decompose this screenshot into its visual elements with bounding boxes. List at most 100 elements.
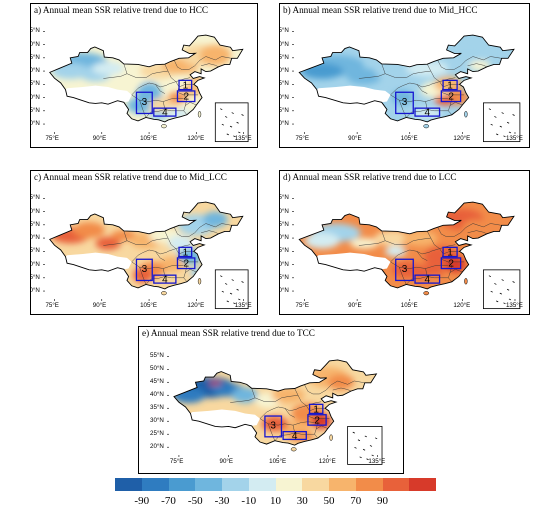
south-china-sea-inset	[214, 269, 249, 310]
lon-tick-label: 105°E	[140, 135, 157, 142]
region-box-3	[135, 258, 153, 282]
colorbar-label: -50	[187, 495, 203, 507]
lat-tick-label: 45°N	[280, 53, 289, 61]
lat-tick-label: 25°N	[150, 430, 164, 438]
lon-tick-label: 120°E	[187, 135, 205, 142]
lon-tick-label: 75°E	[45, 302, 59, 309]
lat-tick-label: 40°N	[150, 391, 164, 399]
region-label-3: 3	[142, 264, 148, 275]
map-b: 12 3 4	[292, 31, 521, 143]
panel-title-a: a) Annual mean SSR relative trend due to…	[34, 5, 209, 15]
lat-tick-label: 30°N	[280, 260, 289, 268]
lat-tick-label: 45°N	[31, 53, 40, 61]
colorbar-cell	[141, 478, 169, 491]
no-data-region	[190, 409, 260, 428]
lat-tick-label: 50°N	[31, 207, 40, 215]
lat-tick-label: 35°N	[150, 404, 164, 412]
region-label-2: 2	[314, 415, 320, 426]
lon-tick-label: 75°E	[295, 135, 309, 142]
lat-tick-label: 20°N	[31, 120, 40, 128]
region-label-1: 1	[447, 80, 453, 91]
colorbar	[115, 478, 436, 491]
colorbar-cell	[115, 478, 142, 491]
colorbar-cell	[409, 478, 436, 491]
country-outline	[173, 359, 378, 446]
lat-tick-label: 20°N	[280, 120, 289, 128]
region-label-4: 4	[162, 108, 168, 119]
panel-title-d: d) Annual mean SSR relative trend due to…	[283, 172, 457, 182]
region-label-3: 3	[270, 421, 276, 432]
lon-tick-label: 135°E	[368, 458, 386, 465]
region-box-1	[178, 79, 193, 91]
colorbar-cell	[275, 478, 303, 491]
region-box-1	[178, 246, 193, 258]
region-label-1: 1	[183, 247, 189, 258]
panel-d: 12 3 4 75°E 90°E 105°E 120°E 135°E 55°N 50°N 45°N 4…	[279, 170, 530, 315]
lon-tick-label: 120°E	[187, 302, 205, 309]
country-outline	[298, 201, 515, 290]
lat-tick-label: 35°N	[31, 247, 40, 255]
colorbar-cell	[302, 478, 329, 491]
no-data-region	[65, 85, 132, 105]
panel-b: 12 3 4 75°E 90°E 105°E 120°E 135°E 55°N 50°N 45°N 4…	[279, 3, 530, 148]
region-box-4	[282, 430, 307, 441]
region-label-3: 3	[402, 264, 408, 275]
region-box-2	[307, 414, 327, 426]
lon-tick-label: 75°E	[169, 458, 184, 465]
lon-tick-label: 105°E	[400, 302, 418, 309]
south-china-sea-inset	[483, 269, 521, 310]
region-box-1	[442, 79, 458, 91]
map-a: 12 3 4	[43, 31, 249, 143]
region-label-2: 2	[448, 259, 454, 270]
region-box-2	[440, 257, 462, 270]
lat-tick-label: 25°N	[280, 106, 289, 114]
region-box-2	[176, 257, 196, 270]
lat-tick-label: 20°N	[280, 287, 289, 295]
lon-tick-label: 90°E	[348, 302, 362, 309]
lat-tick-label: 55°N	[280, 27, 289, 35]
colorbar-cell	[222, 478, 249, 491]
lon-tick-label: 135°E	[505, 135, 523, 142]
colorbar-cell	[195, 478, 222, 491]
lon-tick-label: 90°E	[92, 302, 107, 309]
lon-tick-label: 135°E	[234, 302, 252, 309]
colorbar-label: -90	[134, 495, 150, 507]
lat-tick-label: 45°N	[280, 220, 289, 228]
lon-tick-label: 105°E	[400, 135, 418, 142]
colorbar-cell	[382, 478, 410, 491]
region-box-3	[264, 415, 283, 438]
region-box-1	[442, 246, 458, 258]
colorbar-cell	[355, 478, 383, 491]
region-box-4	[153, 274, 177, 284]
lat-tick-label: 25°N	[31, 106, 40, 114]
lat-tick-label: 50°N	[31, 40, 40, 48]
country-outline	[298, 34, 515, 123]
lat-tick-label: 35°N	[280, 80, 289, 88]
lat-tick-label: 20°N	[150, 443, 164, 451]
region-label-1: 1	[313, 404, 319, 415]
colorbar-label: 10	[270, 495, 281, 507]
region-label-2: 2	[184, 259, 190, 270]
region-box-3	[395, 258, 414, 282]
region-label-2: 2	[448, 92, 454, 103]
lat-tick-label: 35°N	[280, 247, 289, 255]
lat-tick-label: 30°N	[150, 417, 164, 425]
region-label-4: 4	[425, 275, 431, 286]
lat-tick-label: 35°N	[31, 80, 40, 88]
colorbar-label: 50	[323, 495, 335, 507]
lat-tick-label: 55°N	[150, 352, 164, 360]
region-box-1	[308, 403, 324, 415]
colorbar-cell	[329, 478, 356, 491]
map-c: 12 3 4	[43, 198, 249, 310]
panel-title-b: b) Annual mean SSR relative trend due to…	[283, 5, 478, 15]
lon-tick-label: 75°E	[45, 135, 59, 142]
region-box-2	[176, 90, 196, 103]
map-e: 12 3 4	[167, 355, 383, 465]
colorbar-label: 30	[296, 495, 308, 507]
region-box-3	[135, 91, 153, 115]
lon-tick-label: 120°E	[453, 135, 471, 142]
lat-tick-label: 50°N	[280, 207, 289, 215]
lon-tick-label: 75°E	[295, 302, 309, 309]
lat-tick-label: 55°N	[280, 194, 289, 202]
lon-tick-label: 120°E	[318, 458, 336, 465]
